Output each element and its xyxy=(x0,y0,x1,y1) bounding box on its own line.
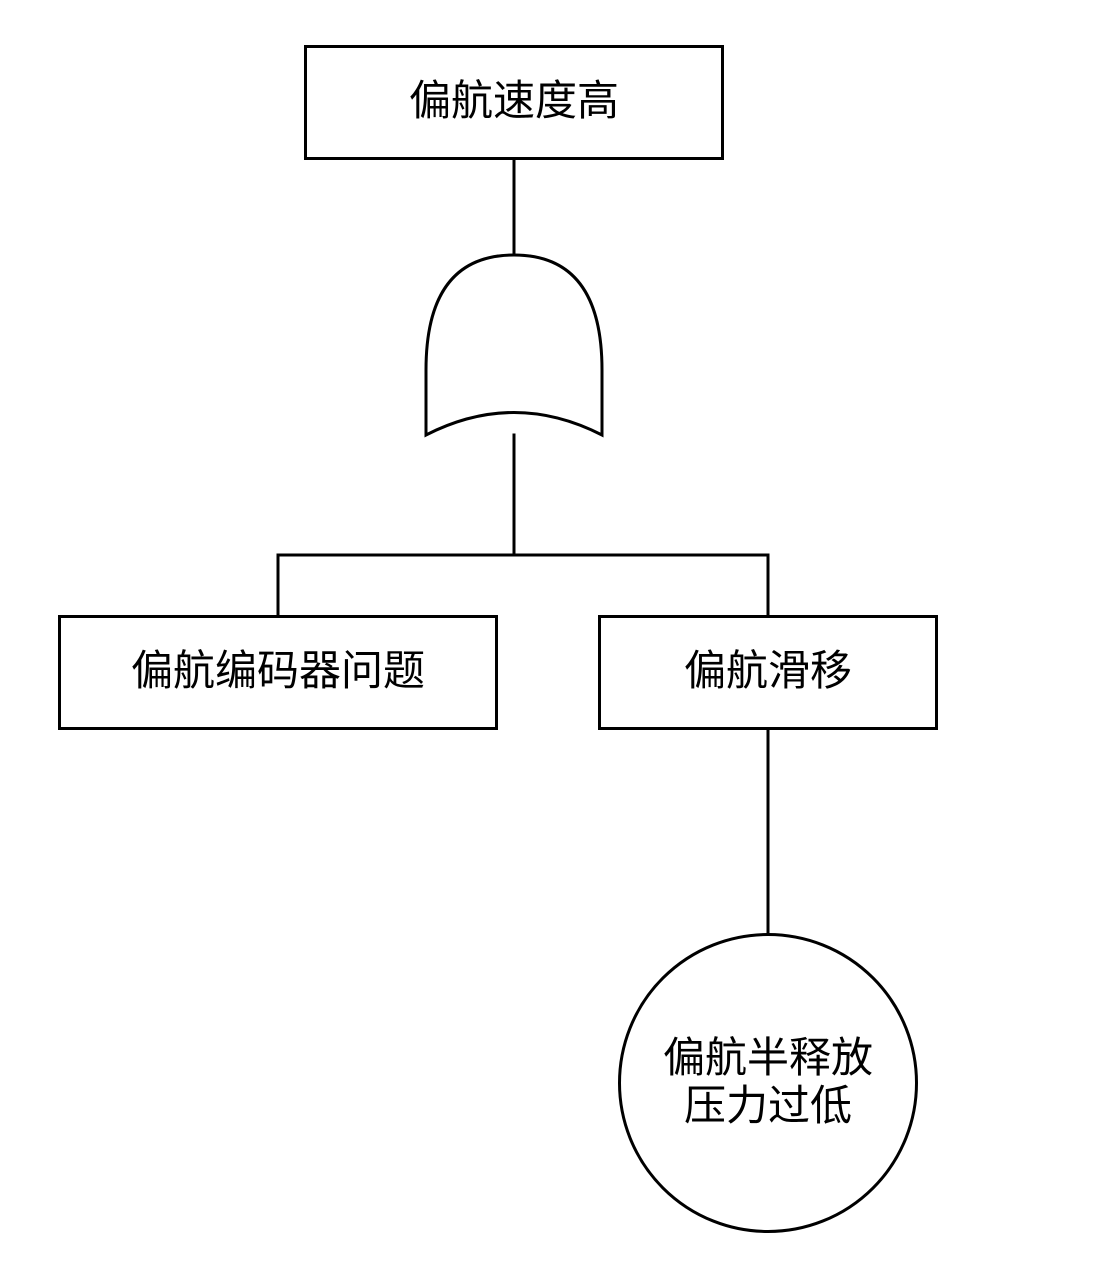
top-event-label: 偏航速度高 xyxy=(409,78,619,126)
left-cause-box: 偏航编码器问题 xyxy=(58,615,498,730)
basic-event-label: 偏航半释放 压力过低 xyxy=(663,1035,873,1132)
basic-event-circle: 偏航半释放 压力过低 xyxy=(618,933,918,1233)
top-event-box: 偏航速度高 xyxy=(304,45,724,160)
left-cause-label: 偏航编码器问题 xyxy=(131,648,425,696)
or-gate xyxy=(426,255,602,435)
right-cause-box: 偏航滑移 xyxy=(598,615,938,730)
right-cause-label: 偏航滑移 xyxy=(684,648,852,696)
